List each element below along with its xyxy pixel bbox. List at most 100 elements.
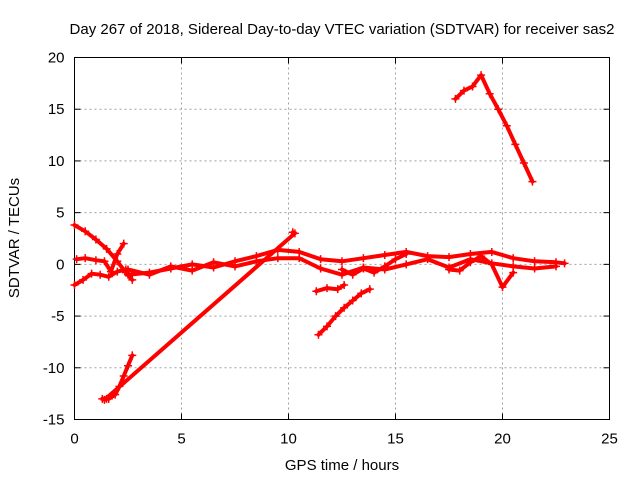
data-point [340,303,349,312]
series-line [453,73,535,184]
data-point [552,262,560,271]
y-tick-label: -5 [51,308,64,325]
y-tick-label: 5 [56,205,64,222]
series-late-high-track [451,71,537,186]
data-point [323,322,332,331]
data-point [509,268,518,277]
y-tick-label: 15 [48,101,65,118]
data-point [166,262,175,271]
data-point [485,89,494,98]
data-point [81,254,90,263]
data-point [528,177,537,186]
series-line [314,283,347,294]
data-series [70,71,569,404]
data-point [511,140,520,149]
x-tick-label: 15 [387,431,404,448]
data-point [209,258,218,267]
data-point [338,257,346,266]
data-point [316,264,325,273]
data-point [295,254,304,263]
data-point [128,275,137,284]
data-point [487,260,496,269]
data-point [314,330,323,339]
series-isolated-points [100,228,299,404]
data-point [81,227,90,236]
data-point [333,285,342,294]
data-point [312,287,321,296]
data-point [102,244,111,253]
data-point [338,265,346,274]
data-point [290,229,299,238]
data-point [502,121,511,130]
x-tick-label: 0 [70,431,78,448]
y-axis-label: SDTVAR / TECUs [6,178,23,298]
series-mid-dip [338,250,411,279]
y-tick-label: -15 [43,412,65,429]
data-point [380,262,389,271]
data-point [124,265,132,274]
data-point [451,94,460,103]
data-point [365,285,374,294]
data-point [145,270,154,279]
x-axis-label: GPS time / hours [285,457,399,474]
data-point [560,259,569,268]
data-point [70,281,79,290]
series-mid-ascending [314,285,374,339]
data-point [391,255,400,264]
data-point [466,258,475,267]
grid [74,57,610,420]
data-point [402,250,411,259]
data-point [104,272,113,281]
data-point [455,266,464,275]
data-point [530,264,539,273]
data-point [348,296,357,305]
series-line [316,287,372,337]
series-early-low-band [70,265,130,290]
data-point [273,254,282,263]
data-point [370,268,379,277]
data-point [340,281,349,290]
data-point [119,372,128,381]
data-point [487,247,496,256]
series-mid-plateau [312,281,349,296]
x-tick-label: 5 [177,431,185,448]
y-tick-label: 0 [56,256,64,273]
data-point [530,257,539,266]
data-point [102,394,111,403]
data-point [494,105,503,114]
data-point [106,267,115,276]
chart-title: Day 267 of 2018, Sidereal Day-to-day VTE… [70,21,615,38]
data-point [468,82,477,91]
data-point [91,235,100,244]
data-point [402,260,411,269]
data-point [357,289,366,298]
y-tick-label: 10 [48,153,65,170]
data-point [498,283,507,292]
data-point [128,351,137,360]
data-point [477,71,486,80]
data-point [316,255,325,264]
x-tick-label: 10 [280,431,297,448]
data-point [100,257,109,266]
x-tick-label: 20 [494,431,511,448]
data-point [423,255,432,264]
data-point [87,269,96,278]
data-point [124,361,132,370]
data-point [509,254,518,263]
data-point [188,266,197,275]
data-point [231,262,239,271]
data-point [96,270,105,279]
data-point [331,312,340,321]
y-tick-label: 20 [48,50,65,67]
x-tick-label: 25 [601,431,618,448]
ticks: 0 5 10 15 20 25 -15 -10 -5 0 5 10 15 20 [43,50,618,448]
data-point [380,251,389,260]
data-point [445,253,453,262]
data-point [72,255,81,264]
data-point [252,257,261,266]
data-point [519,158,528,167]
data-point [359,264,368,273]
data-point [70,221,79,230]
data-point [323,284,332,293]
